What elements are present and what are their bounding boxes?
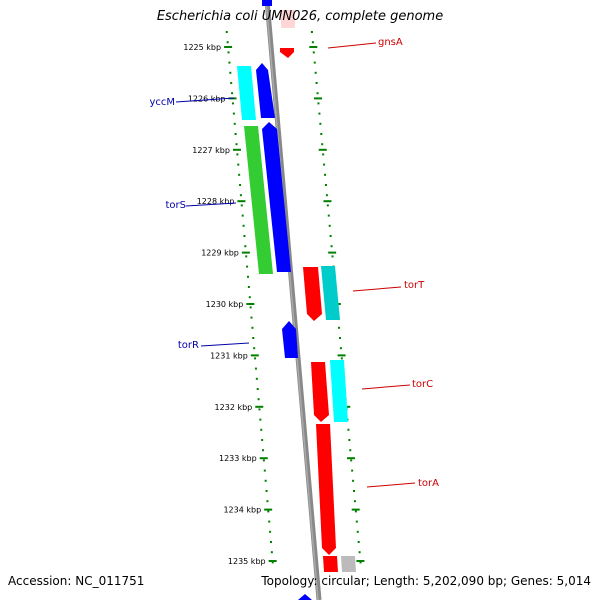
gene-label-torS[interactable]: torS	[166, 200, 187, 211]
gene-arrow-bottom-gray	[341, 556, 356, 572]
tick-label: 1231 kbp	[210, 351, 248, 360]
callout-torC	[361, 384, 411, 390]
tick-label-layer: 1225 kbp 1226 kbp 1227 kbp 1228 kbp 1229 kbp…	[183, 43, 265, 566]
tick-label: 1233 kbp	[219, 454, 257, 463]
gene-arrow-top-cropped	[262, 0, 272, 6]
callout-torR	[200, 342, 250, 347]
tick-label: 1235 kbp	[228, 557, 266, 566]
gene-arrow-gnsA[interactable]	[280, 48, 294, 58]
genome-backbone-highlight	[265, 0, 319, 600]
tick-layer	[224, 31, 365, 564]
gene-label-torA[interactable]: torA	[418, 478, 439, 489]
tick-label: 1232 kbp	[215, 403, 253, 412]
callout-torS	[185, 202, 237, 207]
callout-torA	[366, 482, 416, 488]
tick-label: 1234 kbp	[223, 506, 261, 515]
gene-arrow-torA[interactable]	[316, 424, 336, 555]
tick-label: 1227 kbp	[192, 146, 230, 155]
gene-arrow-torT[interactable]	[321, 266, 340, 320]
gene-arrow-torS-blue[interactable]	[262, 122, 291, 272]
tick-label: 1230 kbp	[206, 300, 244, 309]
tick-label: 1226 kbp	[188, 94, 226, 103]
callout-yccM	[175, 97, 235, 103]
callout-torT	[352, 286, 402, 292]
gene-arrow-bottom-blue	[298, 594, 312, 600]
tick-label: 1228 kbp	[197, 197, 235, 206]
gene-arrow-yccM-cyan[interactable]	[237, 66, 256, 120]
gene-arrow-yccM[interactable]	[256, 63, 275, 118]
gene-label-torT[interactable]: torT	[404, 280, 425, 291]
gene-label-torR[interactable]: torR	[178, 340, 199, 351]
gene-arrow-torC[interactable]	[330, 360, 348, 422]
callout-gnsA	[327, 42, 377, 49]
genome-backbone	[264, 0, 322, 600]
tick-label: 1225 kbp	[183, 43, 221, 52]
map-title: Escherichia coli UMN026, complete genome	[156, 9, 444, 24]
gene-arrow-torT-red[interactable]	[303, 267, 322, 321]
accession-text: Accession: NC_011751	[8, 574, 145, 588]
gene-arrow-top-faded	[281, 10, 295, 28]
tick-label: 1229 kbp	[201, 249, 239, 258]
gene-arrow-bottom-red	[323, 556, 338, 572]
gene-arrow-torC-red[interactable]	[311, 362, 329, 422]
gene-label-gnsA[interactable]: gnsA	[378, 37, 403, 48]
genome-summary-text: Topology: circular; Length: 5,202,090 bp…	[261, 574, 591, 588]
gene-arrow-torR[interactable]	[282, 321, 298, 358]
gene-arrow-torS[interactable]	[244, 126, 273, 274]
gene-label-torC[interactable]: torC	[412, 379, 433, 390]
gene-label-yccM[interactable]: yccM	[149, 97, 175, 108]
